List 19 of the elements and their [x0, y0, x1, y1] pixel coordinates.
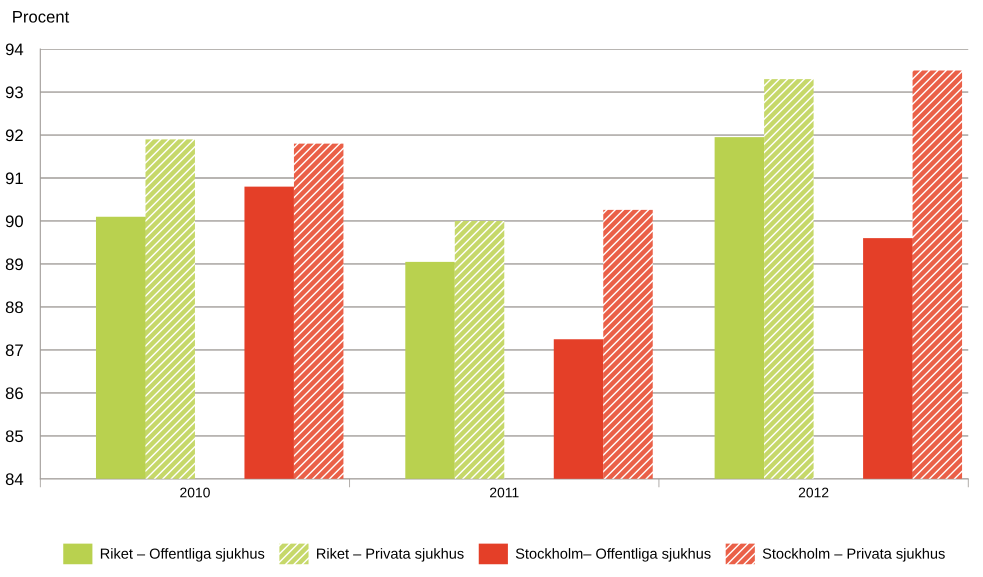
y-tick-label: 93 — [6, 86, 23, 98]
y-tick-label: 92 — [6, 129, 23, 142]
y-tick-label: 89 — [6, 258, 23, 270]
y-tick-label: 90 — [6, 215, 23, 228]
y-axis-title: Procent — [13, 11, 70, 23]
y-tick-label: 91 — [6, 172, 23, 184]
legend-label: Riket – Privata sjukhus — [317, 548, 464, 562]
x-tick-label: 2010 — [180, 488, 210, 498]
y-tick-label: 88 — [6, 301, 23, 314]
y-tick-label: 87 — [6, 344, 23, 356]
legend-label: Stockholm – Privata sjukhus — [762, 548, 945, 562]
y-tick-label: 84 — [6, 473, 24, 486]
y-tick-label: 94 — [6, 43, 24, 56]
legend-label: Stockholm– Offentliga sjukhus — [516, 548, 711, 562]
y-tick-label: 86 — [6, 387, 23, 400]
y-tick-label: 85 — [6, 430, 23, 442]
x-tick-label: 2012 — [798, 488, 828, 498]
x-tick-label: 2011 — [490, 488, 519, 498]
legend-label: Riket – Offentliga sjukhus — [100, 548, 264, 562]
